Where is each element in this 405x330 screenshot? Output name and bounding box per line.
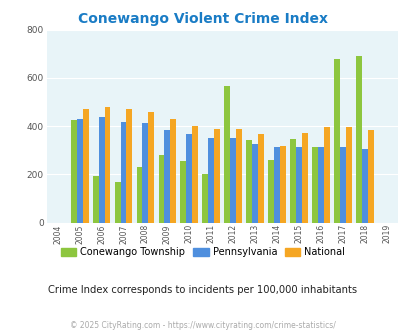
Text: Crime Index corresponds to incidents per 100,000 inhabitants: Crime Index corresponds to incidents per…	[48, 285, 357, 295]
Bar	[345, 127, 351, 223]
Bar	[192, 125, 198, 223]
Bar	[290, 139, 295, 223]
Bar	[361, 149, 367, 223]
Bar	[301, 133, 307, 223]
Text: © 2025 CityRating.com - https://www.cityrating.com/crime-statistics/: © 2025 CityRating.com - https://www.city…	[70, 321, 335, 330]
Bar	[180, 161, 186, 223]
Bar	[77, 119, 82, 223]
Bar	[158, 155, 164, 223]
Bar	[236, 129, 241, 223]
Bar	[246, 140, 252, 223]
Bar	[164, 130, 170, 223]
Bar	[136, 167, 142, 223]
Bar	[317, 147, 323, 223]
Bar	[295, 147, 301, 223]
Bar	[208, 138, 214, 223]
Bar	[126, 109, 132, 223]
Bar	[142, 123, 148, 223]
Bar	[333, 59, 339, 223]
Bar	[92, 176, 98, 223]
Bar	[279, 146, 286, 223]
Bar	[120, 122, 126, 223]
Bar	[258, 134, 263, 223]
Bar	[252, 144, 258, 223]
Bar	[273, 147, 279, 223]
Text: Conewango Violent Crime Index: Conewango Violent Crime Index	[78, 12, 327, 25]
Bar	[202, 174, 208, 223]
Bar	[339, 147, 345, 223]
Bar	[148, 113, 154, 223]
Bar	[114, 182, 120, 223]
Bar	[355, 56, 361, 223]
Bar	[311, 147, 317, 223]
Bar	[367, 130, 373, 223]
Bar	[104, 107, 110, 223]
Bar	[70, 120, 77, 223]
Bar	[224, 86, 230, 223]
Bar	[98, 116, 104, 223]
Bar	[268, 160, 273, 223]
Bar	[323, 127, 329, 223]
Bar	[170, 119, 176, 223]
Legend: Conewango Township, Pennsylvania, National: Conewango Township, Pennsylvania, Nation…	[57, 243, 348, 261]
Bar	[82, 109, 88, 223]
Bar	[186, 134, 192, 223]
Bar	[230, 138, 236, 223]
Bar	[214, 129, 220, 223]
